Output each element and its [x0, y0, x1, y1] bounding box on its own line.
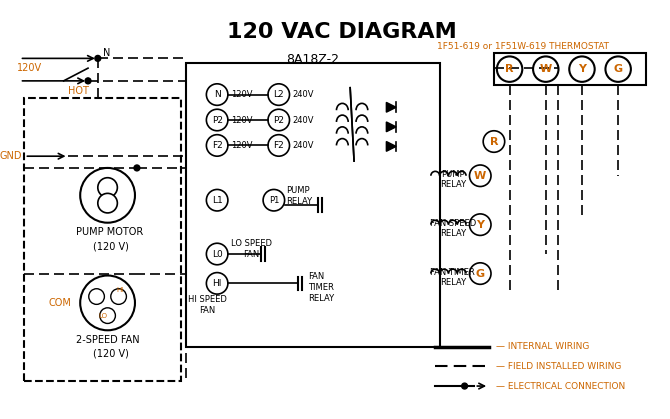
Text: G: G: [476, 269, 485, 279]
Circle shape: [268, 134, 289, 156]
Text: 240V: 240V: [292, 90, 314, 99]
Circle shape: [85, 78, 91, 84]
Text: L1: L1: [212, 196, 222, 205]
Circle shape: [497, 57, 523, 82]
Text: 120V: 120V: [17, 63, 42, 73]
Circle shape: [98, 193, 117, 213]
Text: 120V: 120V: [231, 116, 253, 124]
Circle shape: [606, 57, 631, 82]
FancyBboxPatch shape: [494, 54, 646, 85]
Circle shape: [462, 383, 468, 389]
Circle shape: [533, 57, 559, 82]
Text: (120 V): (120 V): [93, 241, 129, 251]
Text: 120 VAC DIAGRAM: 120 VAC DIAGRAM: [227, 22, 457, 42]
Text: W: W: [539, 64, 552, 74]
Circle shape: [470, 263, 491, 285]
Text: FAN
TIMER
RELAY: FAN TIMER RELAY: [308, 272, 334, 303]
Circle shape: [88, 289, 105, 304]
Text: — ELECTRICAL CONNECTION: — ELECTRICAL CONNECTION: [496, 382, 625, 391]
Circle shape: [483, 131, 505, 152]
Text: LO SPEED
FAN: LO SPEED FAN: [231, 239, 272, 259]
Text: 120V: 120V: [231, 90, 253, 99]
Circle shape: [80, 276, 135, 330]
Text: 240V: 240V: [292, 141, 314, 150]
Text: L2: L2: [273, 90, 284, 99]
Circle shape: [470, 165, 491, 186]
Text: HOT: HOT: [68, 85, 89, 96]
Circle shape: [86, 78, 90, 83]
Text: LO: LO: [98, 313, 107, 318]
Text: HI: HI: [212, 279, 222, 288]
FancyBboxPatch shape: [186, 63, 440, 347]
Circle shape: [80, 168, 135, 223]
Text: PUMP MOTOR: PUMP MOTOR: [76, 228, 143, 238]
Circle shape: [98, 178, 117, 197]
Text: FAN TIMER
RELAY: FAN TIMER RELAY: [431, 268, 475, 287]
Circle shape: [470, 214, 491, 235]
Polygon shape: [387, 142, 396, 151]
Text: (120 V): (120 V): [93, 349, 129, 359]
Text: FAN SPEED
RELAY: FAN SPEED RELAY: [429, 219, 476, 238]
Text: G: G: [614, 64, 622, 74]
Text: PUMP
RELAY: PUMP RELAY: [440, 170, 466, 189]
Text: Y: Y: [578, 64, 586, 74]
Text: — INTERNAL WIRING: — INTERNAL WIRING: [496, 342, 590, 352]
Circle shape: [206, 243, 228, 265]
Text: HI: HI: [117, 287, 124, 293]
Text: HI SPEED
FAN: HI SPEED FAN: [188, 295, 226, 315]
Circle shape: [100, 308, 115, 323]
Text: L0: L0: [212, 249, 222, 259]
Text: — FIELD INSTALLED WIRING: — FIELD INSTALLED WIRING: [496, 362, 621, 371]
Text: 120V: 120V: [231, 141, 253, 150]
Text: F2: F2: [212, 141, 222, 150]
Text: W: W: [474, 171, 486, 181]
Text: 2-SPEED FAN: 2-SPEED FAN: [76, 335, 140, 345]
Text: P2: P2: [212, 116, 222, 124]
Circle shape: [111, 289, 127, 304]
Polygon shape: [387, 122, 396, 132]
Text: 1F51-619 or 1F51W-619 THERMOSTAT: 1F51-619 or 1F51W-619 THERMOSTAT: [438, 42, 609, 51]
Text: 240V: 240V: [292, 116, 314, 124]
Circle shape: [206, 134, 228, 156]
Circle shape: [206, 84, 228, 105]
Circle shape: [134, 165, 140, 171]
Circle shape: [206, 273, 228, 294]
Text: P2: P2: [273, 116, 284, 124]
Circle shape: [206, 109, 228, 131]
Text: P1: P1: [269, 196, 279, 205]
Circle shape: [206, 189, 228, 211]
Text: 8A18Z-2: 8A18Z-2: [287, 54, 340, 67]
Circle shape: [268, 109, 289, 131]
Text: R: R: [490, 137, 498, 147]
Text: GND: GND: [0, 151, 23, 161]
Circle shape: [268, 84, 289, 105]
Text: Y: Y: [476, 220, 484, 230]
Polygon shape: [387, 102, 396, 112]
Text: N: N: [103, 49, 110, 59]
Circle shape: [95, 55, 100, 61]
Circle shape: [263, 189, 285, 211]
Circle shape: [570, 57, 595, 82]
Text: N: N: [214, 90, 220, 99]
Text: R: R: [505, 64, 514, 74]
Text: PUMP
RELAY: PUMP RELAY: [287, 186, 313, 206]
Text: COM: COM: [48, 298, 72, 308]
Text: F2: F2: [273, 141, 284, 150]
